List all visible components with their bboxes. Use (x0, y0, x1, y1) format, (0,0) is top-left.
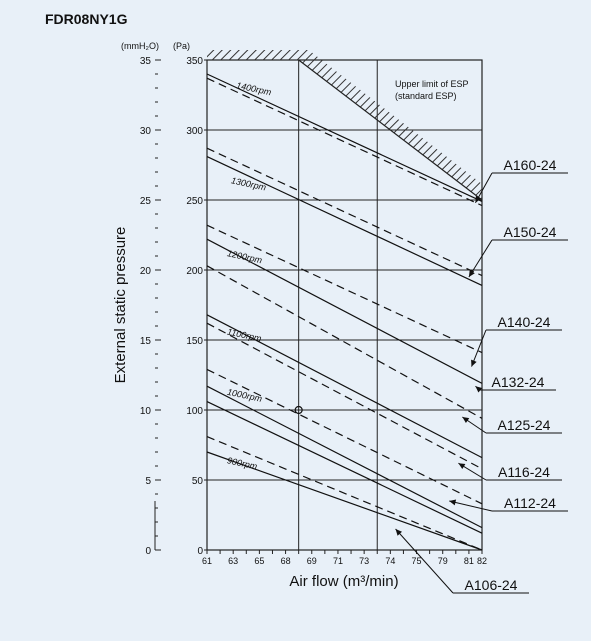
curve-solid (206, 451, 483, 551)
y-tick-label-mmh2o: 0 (145, 546, 151, 557)
y-tick-label-mmh2o: 15 (140, 336, 152, 347)
curve-solid (206, 401, 483, 534)
curve-solid (206, 156, 483, 286)
x-tick-label: 68 (281, 556, 291, 566)
model-leader-arrowhead (475, 386, 483, 393)
x-tick-label: 82 (477, 556, 487, 566)
rpm-label: 900rpm (226, 455, 258, 471)
curve-solid (206, 73, 483, 202)
plot-frame (206, 59, 483, 551)
rated-point-marker (294, 405, 303, 415)
y-tick-label-mmh2o: 20 (140, 266, 152, 277)
curve-dashed (206, 436, 483, 551)
y-tick-label-mmh2o: 5 (145, 476, 151, 487)
y-unit-right: (Pa) (173, 41, 190, 51)
model-leader-arrowhead (449, 499, 457, 506)
model-label: A112-24 (504, 495, 556, 511)
model-leader-arrowhead (462, 417, 470, 424)
x-axis-label: Air flow (m³/min) (289, 573, 398, 590)
x-tick-label: 69 (307, 556, 317, 566)
curve-solid (206, 314, 483, 459)
model-leader-arrowhead (471, 359, 477, 367)
y-tick-label-pa: 200 (186, 266, 203, 277)
y-tick-label-pa: 150 (186, 336, 203, 347)
model-label: A132-24 (492, 374, 545, 390)
model-label: A116-24 (498, 464, 550, 480)
x-tick-label: 81 (464, 556, 474, 566)
model-leader-arrowhead (395, 529, 403, 536)
curve-solid (206, 385, 483, 529)
y-unit-left: (mmH₂O) (121, 41, 159, 51)
upper-limit-hatch (207, 50, 482, 200)
curve-dashed (206, 77, 483, 207)
y-tick-label-pa: 350 (186, 56, 203, 67)
y-tick-label-pa: 250 (186, 196, 203, 207)
curve-dashed (206, 265, 483, 419)
y-tick-label-pa: 100 (186, 406, 203, 417)
rpm-label: 1000rpm (226, 387, 263, 404)
rpm-label: 1400rpm (235, 80, 272, 97)
x-tick-label: 65 (254, 556, 264, 566)
model-leader-arrowhead (458, 463, 466, 470)
y-axis-label: External static pressure (112, 227, 129, 384)
model-label: A106-24 (465, 577, 518, 593)
x-tick-label: 71 (333, 556, 343, 566)
rpm-label: 1100rpm (226, 327, 263, 344)
model-label: A140-24 (498, 314, 551, 330)
x-tick-label: 74 (385, 556, 395, 566)
model-leader-line (468, 239, 493, 278)
upper-limit-line (298, 59, 483, 201)
x-tick-label: 63 (228, 556, 238, 566)
chart-title: FDR08NY1G (45, 11, 128, 27)
model-label: A150-24 (504, 224, 557, 240)
model-leader-arrowhead (475, 195, 482, 203)
y-tick-label-pa: 50 (192, 476, 204, 487)
rpm-label: 1300rpm (230, 175, 267, 192)
y-tick-label-pa: 300 (186, 126, 203, 137)
model-leader-arrowhead (468, 270, 475, 277)
model-leader-line (471, 329, 487, 367)
y-tick-label-mmh2o: 10 (140, 406, 152, 417)
limit-label-line2: (standard ESP) (395, 91, 457, 101)
x-tick-label: 73 (359, 556, 369, 566)
curve-dashed (206, 224, 483, 354)
x-tick-label: 79 (438, 556, 448, 566)
model-leader-line (449, 500, 493, 512)
rpm-label: 1200rpm (226, 248, 263, 265)
y-tick-label-mmh2o: 35 (140, 56, 152, 67)
x-tick-label: 61 (202, 556, 212, 566)
y-tick-label-mmh2o: 30 (140, 126, 152, 137)
x-tick-label: 75 (412, 556, 422, 566)
plot-area: 0 50 100 150 200 250 300 350 0 5 10 15 20 25 30 35 61 63 6… (140, 50, 568, 594)
model-label: A160-24 (504, 157, 557, 173)
curve-dashed (206, 147, 483, 277)
curve-solid (206, 238, 483, 384)
y-tick-label-pa: 0 (197, 546, 203, 557)
limit-label-line1: Upper limit of ESP (395, 79, 469, 89)
y-tick-label-mmh2o: 25 (140, 196, 152, 207)
model-label: A125-24 (498, 417, 551, 433)
model-leader-line (395, 528, 454, 594)
